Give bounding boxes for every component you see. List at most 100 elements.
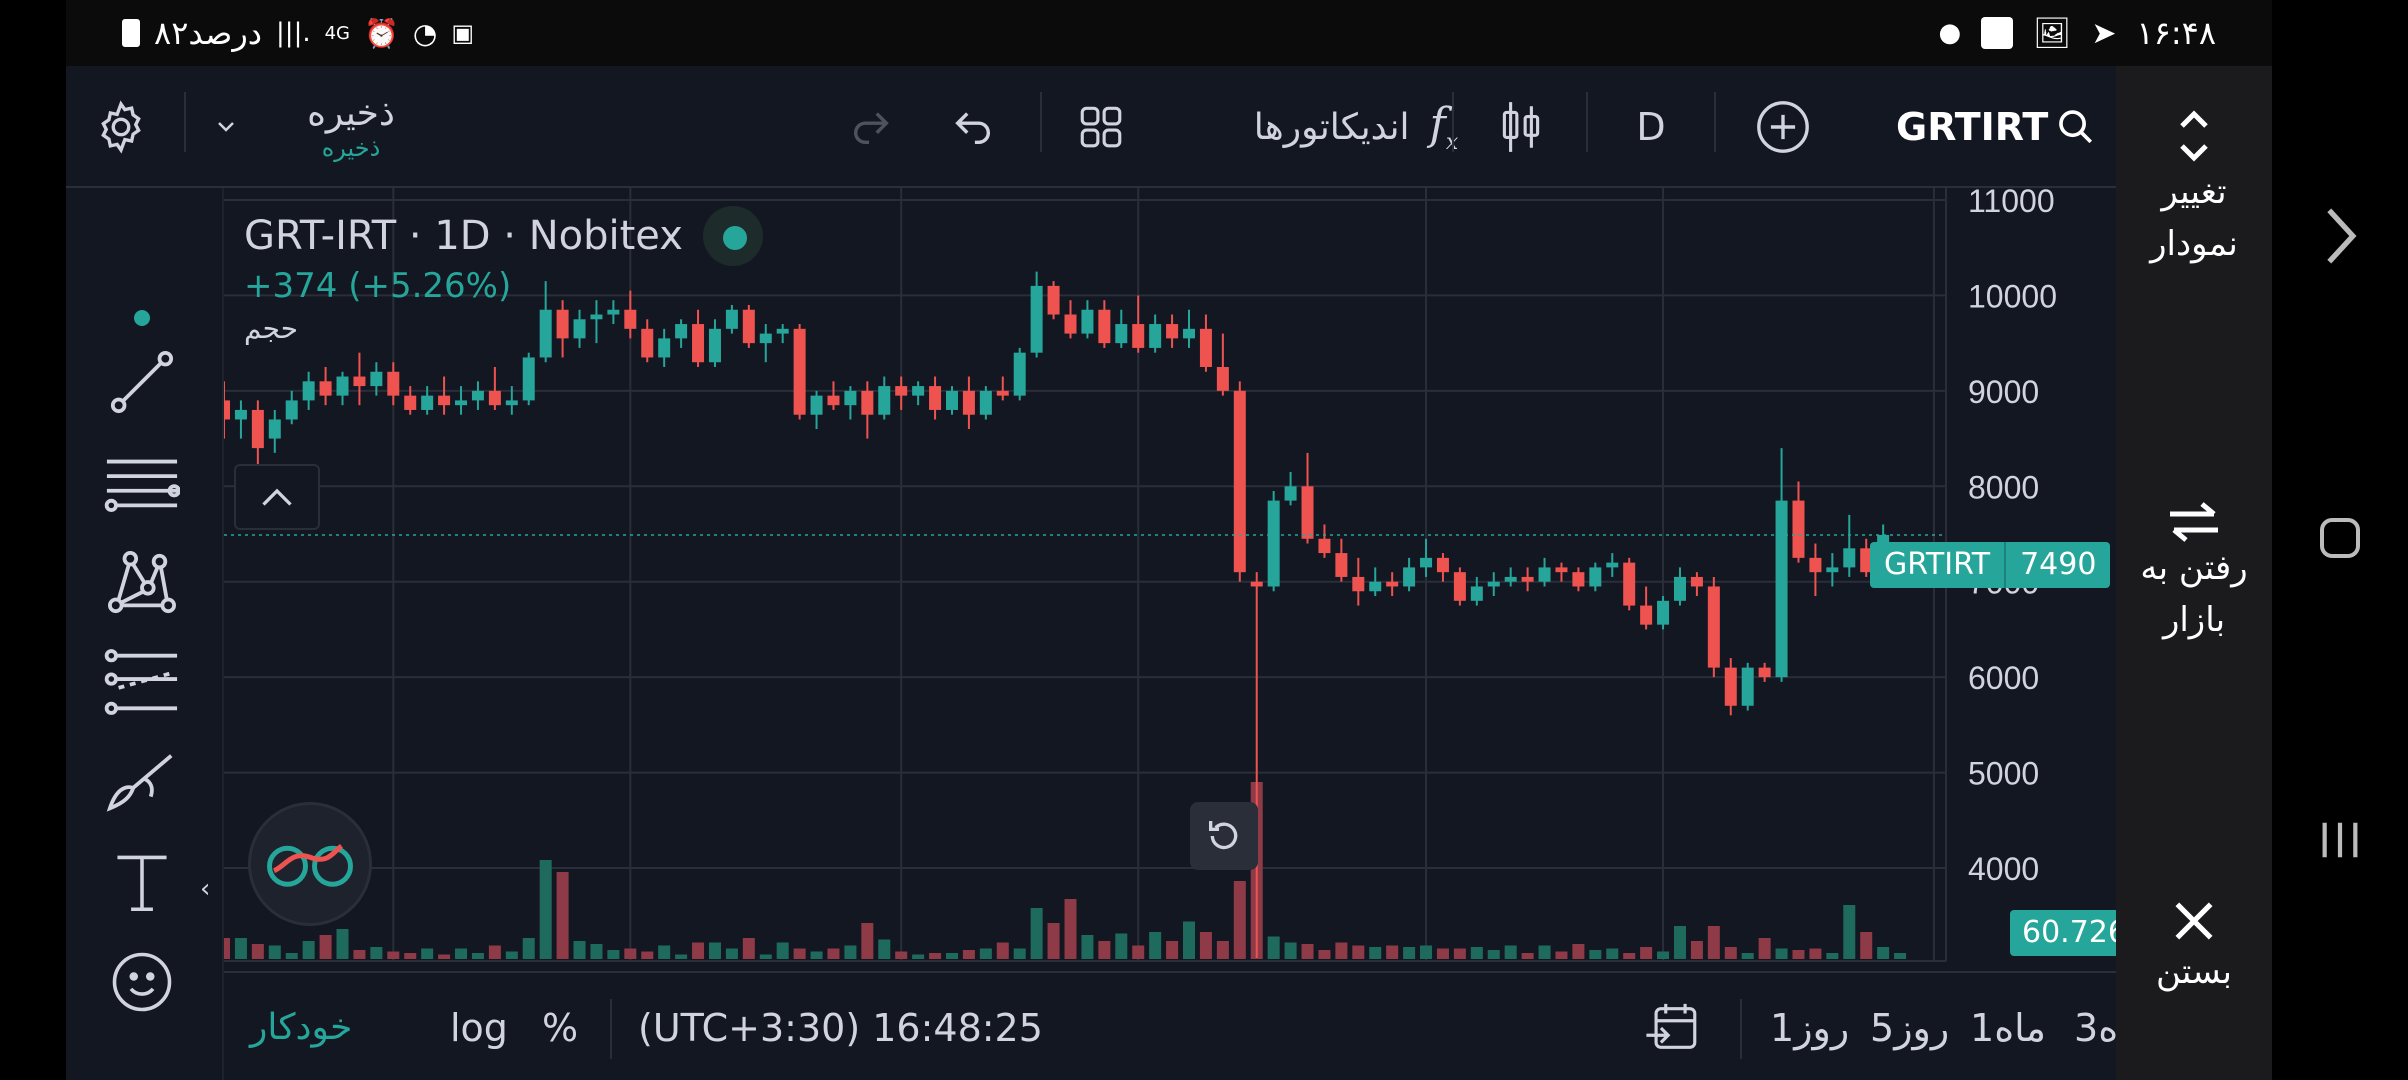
candle-body bbox=[692, 324, 705, 363]
change-chart-button[interactable]: تغییر نمودار bbox=[2116, 106, 2272, 270]
volume-bar bbox=[827, 948, 840, 959]
indicators-button[interactable]: اندیکاتورها fx bbox=[1186, 92, 1526, 162]
clock-icon: ◔ bbox=[412, 16, 438, 50]
undo-button[interactable] bbox=[938, 92, 1008, 162]
settings-button[interactable] bbox=[86, 92, 156, 162]
home-button[interactable] bbox=[2272, 514, 2408, 562]
volume-bar bbox=[1741, 953, 1754, 959]
candle-body bbox=[895, 386, 908, 396]
recents-button[interactable] bbox=[2272, 816, 2408, 864]
volume-bar bbox=[1877, 947, 1890, 959]
forward-button[interactable] bbox=[2272, 206, 2408, 266]
price-tick-label: 6000 bbox=[1968, 660, 2039, 696]
volume-bar bbox=[556, 872, 569, 959]
layout-button[interactable] bbox=[1066, 92, 1136, 162]
candle-body bbox=[844, 390, 857, 406]
trend-line-tool[interactable] bbox=[102, 342, 182, 422]
fib-tool[interactable] bbox=[102, 642, 182, 722]
candle-body bbox=[471, 390, 484, 401]
volume-bar bbox=[1640, 947, 1653, 959]
candle-body bbox=[1792, 500, 1805, 558]
chevron-right-icon bbox=[2327, 208, 2357, 264]
timezone-clock[interactable]: (UTC+3:30) 16:48:25 bbox=[638, 1005, 1043, 1050]
gallery-icon: 🖼 bbox=[2033, 15, 2072, 51]
candle-body bbox=[1318, 538, 1331, 554]
volume-bar bbox=[607, 950, 620, 959]
candle-body bbox=[1216, 367, 1229, 391]
market-status-icon bbox=[702, 206, 763, 266]
candle-body bbox=[1860, 548, 1873, 573]
collapse-legend-button[interactable] bbox=[234, 464, 320, 530]
range-1d-button[interactable]: 1روز bbox=[1770, 1005, 1850, 1050]
candle-body bbox=[251, 409, 264, 449]
swap-horizontal-icon bbox=[2170, 502, 2218, 542]
candle-body bbox=[624, 309, 637, 329]
percent-scale-button[interactable]: % bbox=[542, 1005, 579, 1050]
text-tool[interactable] bbox=[102, 842, 182, 922]
candle-body bbox=[1149, 324, 1162, 348]
close-button[interactable]: بستن bbox=[2116, 896, 2272, 998]
volume-bar bbox=[1386, 945, 1399, 959]
volume-bar bbox=[488, 945, 501, 959]
candle-body bbox=[1047, 285, 1060, 315]
candle-body bbox=[404, 395, 417, 410]
candle-body bbox=[1436, 557, 1449, 573]
app-notification-icon bbox=[1981, 17, 2014, 49]
symbol-search-button[interactable]: GRTIRT bbox=[1896, 92, 2096, 162]
reset-chart-button[interactable] bbox=[1190, 802, 1258, 870]
volume-bar bbox=[793, 948, 806, 959]
volume-bar bbox=[929, 953, 942, 959]
battery-icon bbox=[122, 19, 140, 47]
pattern-tool[interactable] bbox=[102, 542, 182, 622]
volume-bar bbox=[1403, 947, 1416, 959]
volume-bar bbox=[1555, 951, 1568, 959]
volume-bar bbox=[1589, 950, 1602, 959]
save-button[interactable]: ذخیره ذخیره bbox=[296, 82, 406, 172]
volume-bar bbox=[1335, 942, 1348, 959]
volume-bar bbox=[471, 953, 484, 959]
candle-body bbox=[1132, 324, 1145, 348]
auto-scale-button[interactable]: خودکار bbox=[250, 1007, 353, 1048]
candle-body bbox=[1250, 581, 1263, 587]
candle-body bbox=[1199, 328, 1212, 367]
save-sublabel: ذخیره bbox=[321, 133, 381, 162]
brush-tool[interactable] bbox=[102, 742, 182, 822]
volume-bar bbox=[1267, 936, 1280, 959]
candle-body bbox=[827, 395, 840, 406]
interval-button[interactable]: D bbox=[1616, 92, 1686, 162]
close-label: بستن bbox=[2156, 952, 2232, 992]
candle-body bbox=[1013, 352, 1026, 396]
cursor-tool[interactable] bbox=[102, 278, 182, 358]
volume-bar bbox=[945, 953, 958, 959]
candle-body bbox=[725, 309, 738, 329]
candle-body bbox=[1233, 390, 1246, 573]
candle-body bbox=[505, 400, 518, 406]
volume-bar bbox=[1030, 908, 1043, 959]
go-to-market-button[interactable]: رفتن به بازار bbox=[2116, 502, 2272, 646]
redo-button[interactable] bbox=[836, 92, 906, 162]
save-menu-button[interactable] bbox=[206, 106, 246, 146]
candle-body bbox=[912, 386, 925, 396]
gear-icon bbox=[101, 100, 141, 154]
log-scale-button[interactable]: log bbox=[450, 1005, 508, 1050]
telegram-icon: ➤ bbox=[2091, 15, 2117, 51]
candle-body bbox=[1081, 309, 1094, 334]
change-chart-label: تغییر نمودار bbox=[2150, 172, 2238, 264]
volume-bar bbox=[1504, 945, 1517, 959]
candle-body bbox=[929, 386, 942, 410]
compare-button[interactable] bbox=[1748, 92, 1818, 162]
range-5d-button[interactable]: 5روز bbox=[1870, 1005, 1950, 1050]
volume-bar bbox=[302, 941, 315, 959]
price-chart[interactable]: 1100010000900080007000600050004000 Sep15… bbox=[224, 188, 2116, 1035]
volume-bar bbox=[1284, 942, 1297, 959]
emoji-tool[interactable] bbox=[102, 942, 182, 1022]
trading-panel-button[interactable] bbox=[248, 802, 372, 926]
horizontal-lines-tool[interactable] bbox=[102, 442, 182, 522]
candle-body bbox=[1098, 309, 1111, 344]
go-to-date-button[interactable] bbox=[1644, 973, 1702, 1080]
chart-type-button[interactable] bbox=[1486, 92, 1556, 162]
chart-area[interactable]: 1100010000900080007000600050004000 Sep15… bbox=[224, 188, 2159, 1035]
chevron-up-icon bbox=[262, 488, 292, 506]
range-1m-button[interactable]: 1ماه bbox=[1970, 1005, 2047, 1050]
collapse-drawbar-button[interactable]: ‹ bbox=[200, 874, 211, 904]
